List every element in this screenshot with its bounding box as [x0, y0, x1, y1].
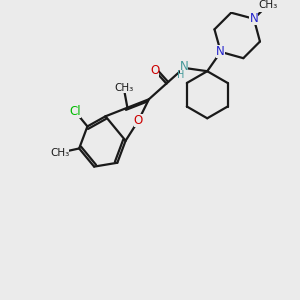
Text: CH₃: CH₃	[114, 83, 134, 93]
Text: N: N	[180, 60, 188, 73]
Text: N: N	[216, 45, 225, 58]
Text: O: O	[134, 114, 143, 128]
Text: H: H	[176, 70, 184, 80]
Text: CH₃: CH₃	[50, 148, 69, 158]
Text: N: N	[250, 12, 258, 25]
Text: CH₃: CH₃	[258, 0, 277, 10]
Text: N: N	[216, 45, 225, 58]
Text: Cl: Cl	[69, 105, 81, 118]
Text: O: O	[150, 64, 159, 77]
